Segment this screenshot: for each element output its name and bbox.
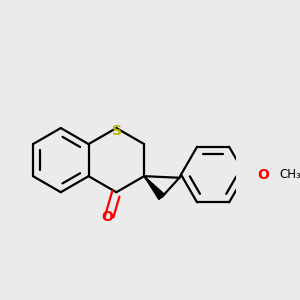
Text: S: S [112,124,122,138]
Text: O: O [257,168,269,182]
Text: O: O [101,210,113,224]
Polygon shape [144,176,165,200]
Text: CH₃: CH₃ [279,168,300,181]
